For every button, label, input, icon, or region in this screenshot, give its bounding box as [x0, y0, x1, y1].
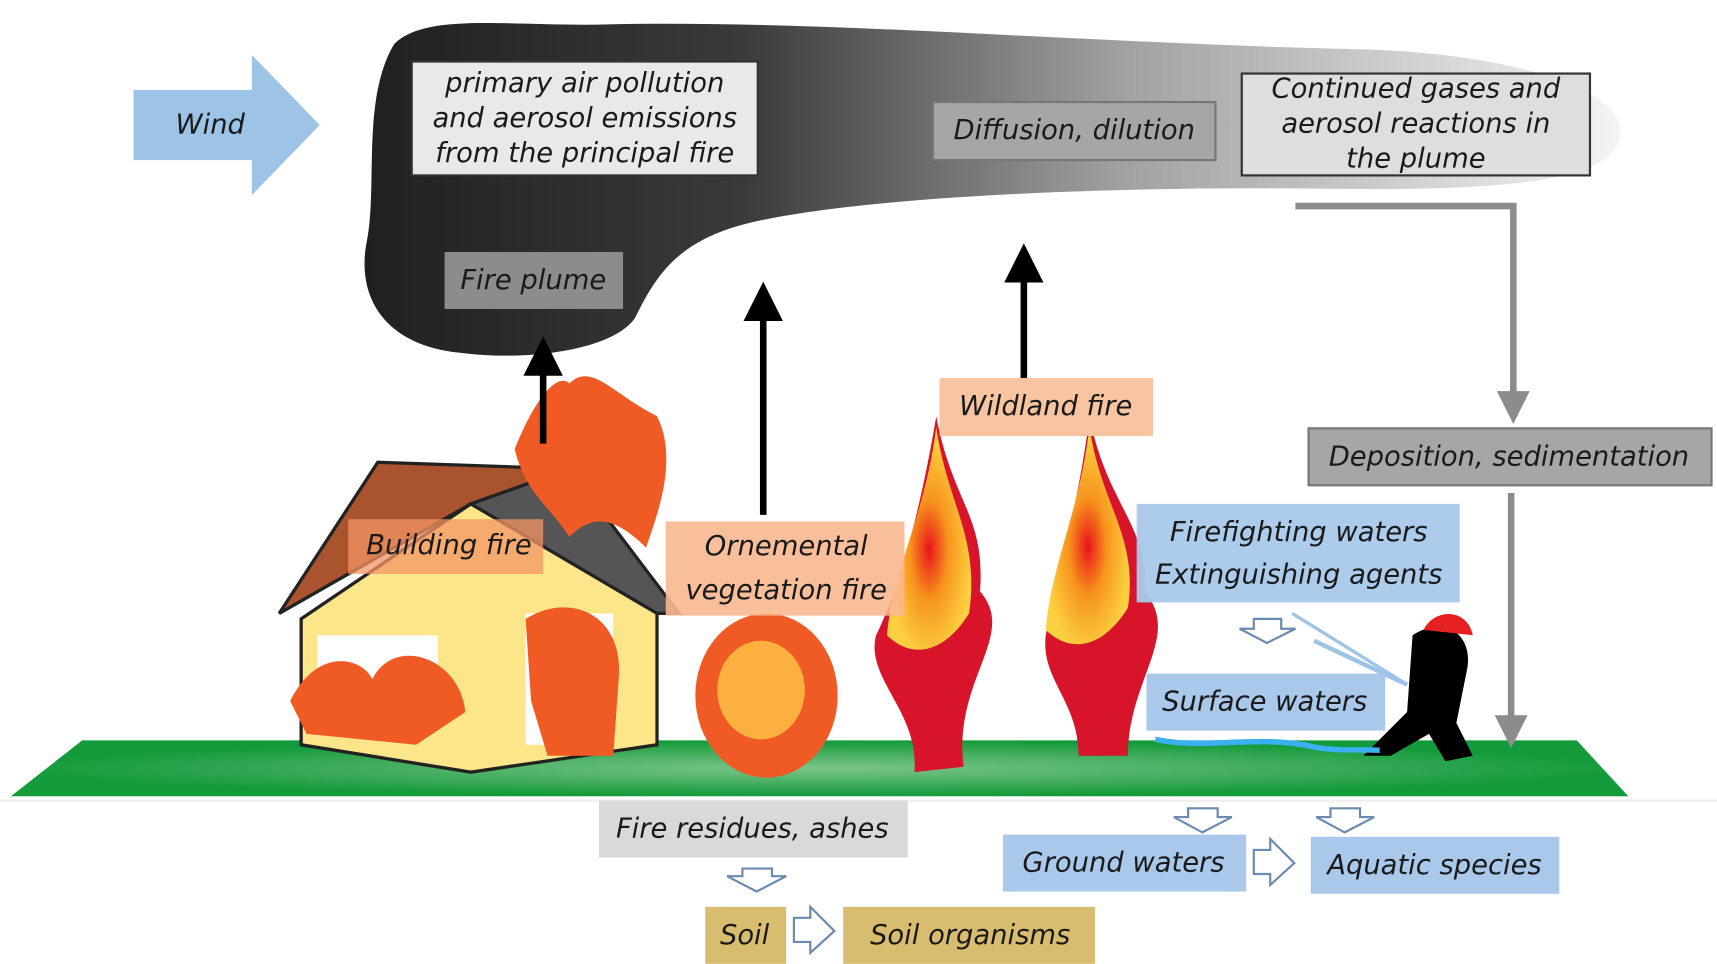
house	[279, 376, 679, 772]
label: Aquatic species	[1325, 850, 1541, 881]
label: aerosol reactions in	[1281, 109, 1550, 140]
label: Soil organisms	[870, 920, 1070, 951]
label: Fire plume	[460, 265, 606, 296]
label: Soil	[720, 920, 770, 951]
label: Deposition, sedimentation	[1329, 441, 1689, 472]
label: Continued gases and	[1272, 73, 1561, 104]
label: Extinguishing agents	[1155, 560, 1442, 591]
label: Ornemental	[705, 531, 868, 562]
label: Ground waters	[1022, 848, 1224, 879]
label: Fire residues, ashes	[616, 814, 889, 845]
arrow	[1295, 206, 1513, 407]
vegetation-fire	[695, 613, 837, 777]
diagram: Wind primary air pollution and aerosol emi…	[0, 0, 1717, 964]
label: Firefighting waters	[1170, 517, 1428, 548]
label: and aerosol emissions	[432, 103, 737, 134]
label: from the principal fire	[435, 138, 734, 169]
label: the plume	[1346, 144, 1485, 175]
label: Building fire	[366, 530, 531, 561]
label: Wind	[176, 110, 246, 141]
label: Wildland fire	[959, 391, 1132, 422]
label: vegetation fire	[685, 575, 887, 606]
wildland-fire	[875, 416, 1158, 772]
label: Surface waters	[1162, 687, 1367, 718]
page: Wind primary air pollution and aerosol emi…	[0, 0, 1717, 964]
label: primary air pollution	[444, 68, 724, 99]
label: Diffusion, dilution	[954, 115, 1195, 146]
